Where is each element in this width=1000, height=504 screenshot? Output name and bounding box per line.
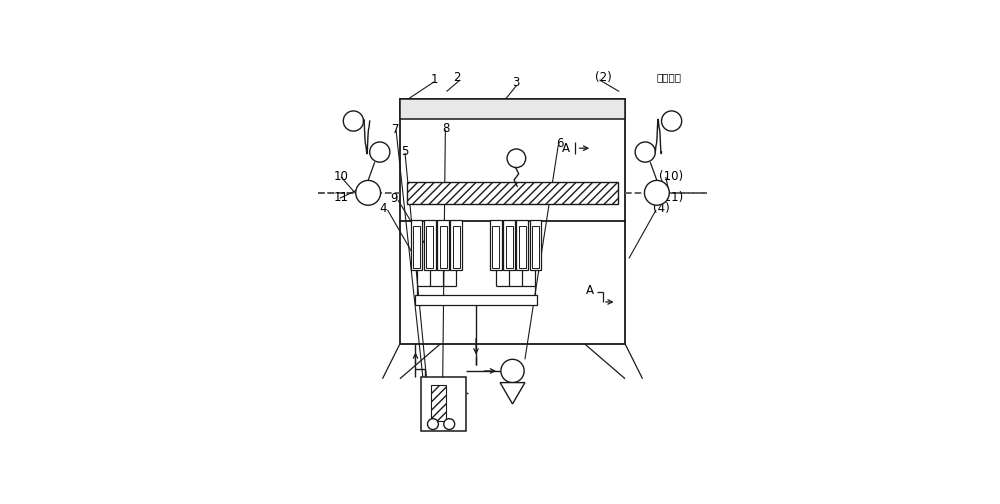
- Text: 10: 10: [333, 170, 348, 182]
- Circle shape: [635, 142, 655, 162]
- Text: 4: 4: [380, 202, 387, 215]
- Text: 8: 8: [442, 122, 449, 135]
- Text: 3: 3: [512, 77, 519, 90]
- Bar: [400, 99, 625, 119]
- Text: 9: 9: [390, 192, 398, 205]
- Circle shape: [356, 180, 381, 205]
- Text: 钢丝母线: 钢丝母线: [656, 72, 681, 82]
- Bar: [450, 220, 462, 270]
- Text: (4): (4): [653, 202, 670, 215]
- Bar: [400, 99, 625, 222]
- Text: 1: 1: [430, 73, 438, 86]
- Bar: [407, 181, 618, 204]
- Bar: [503, 220, 515, 270]
- Bar: [516, 220, 528, 270]
- Circle shape: [507, 149, 526, 168]
- Text: −: −: [347, 113, 360, 129]
- Bar: [437, 220, 449, 270]
- Bar: [440, 226, 447, 268]
- Text: +: +: [510, 151, 523, 166]
- Bar: [431, 385, 446, 421]
- Bar: [530, 220, 541, 270]
- Text: (11): (11): [659, 191, 683, 204]
- Text: 2: 2: [454, 71, 461, 84]
- Circle shape: [444, 419, 455, 429]
- Circle shape: [428, 419, 438, 429]
- Bar: [421, 377, 466, 431]
- Text: (2): (2): [595, 71, 612, 84]
- Circle shape: [370, 142, 390, 162]
- Text: A: A: [586, 284, 594, 297]
- Bar: [400, 221, 625, 344]
- Text: 11: 11: [333, 191, 348, 204]
- Bar: [506, 226, 512, 268]
- Bar: [492, 226, 499, 268]
- Bar: [424, 220, 436, 270]
- Text: A: A: [562, 142, 570, 155]
- Circle shape: [343, 111, 363, 131]
- Circle shape: [644, 180, 669, 205]
- Bar: [519, 226, 526, 268]
- Bar: [490, 220, 502, 270]
- Polygon shape: [500, 383, 525, 404]
- Bar: [532, 226, 539, 268]
- Bar: [415, 295, 537, 305]
- Bar: [411, 220, 422, 270]
- Bar: [426, 226, 433, 268]
- Bar: [413, 226, 420, 268]
- Text: 7: 7: [392, 123, 400, 136]
- Text: (10): (10): [659, 170, 683, 182]
- Text: −: −: [665, 113, 678, 129]
- Bar: [453, 226, 460, 268]
- Circle shape: [662, 111, 682, 131]
- Circle shape: [501, 359, 524, 383]
- Text: 5: 5: [401, 145, 408, 158]
- Text: 6: 6: [556, 138, 563, 150]
